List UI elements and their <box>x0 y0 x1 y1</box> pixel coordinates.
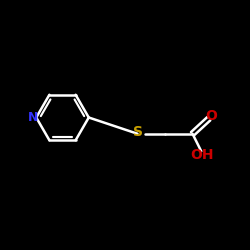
Text: N: N <box>28 111 38 124</box>
Text: S: S <box>132 125 142 139</box>
Text: O: O <box>205 109 217 123</box>
Text: OH: OH <box>190 148 214 162</box>
